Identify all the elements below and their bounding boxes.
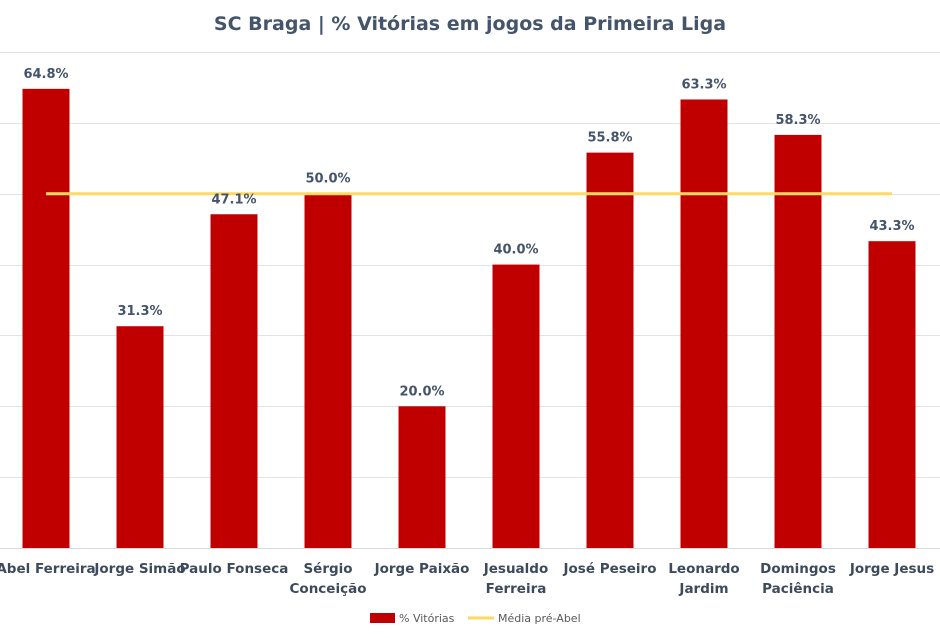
x-label-7-line-1: Jardim	[678, 581, 728, 597]
bar-1	[116, 326, 164, 548]
x-label-9: Jorge Jesus	[849, 561, 934, 577]
data-label-7: 63.3%	[681, 77, 726, 92]
x-label-4-line-0: Jorge Paixão	[374, 561, 470, 577]
bar-3	[304, 193, 352, 548]
bar-9	[868, 241, 916, 548]
x-label-0-line-0: Abel Ferreira	[0, 561, 96, 577]
chart-title: SC Braga | % Vitórias em jogos da Primei…	[214, 13, 726, 35]
x-label-8-line-0: Domingos	[760, 561, 836, 577]
x-label-6: José Peseiro	[563, 561, 657, 577]
data-label-8: 58.3%	[775, 113, 820, 128]
x-label-5-line-1: Ferreira	[486, 581, 547, 597]
x-label-0: Abel Ferreira	[0, 561, 96, 577]
bar-2	[210, 214, 258, 548]
data-label-3: 50.0%	[305, 172, 350, 187]
data-label-9: 43.3%	[869, 219, 914, 234]
data-label-2: 47.1%	[211, 192, 256, 207]
bar-8	[774, 134, 822, 548]
data-label-4: 20.0%	[399, 384, 444, 399]
bar-5	[492, 264, 540, 548]
bar-7	[680, 99, 728, 548]
x-label-1: Jorge Simão	[93, 561, 185, 577]
legend-bar-label: % Vitórias	[399, 612, 455, 625]
x-label-2-line-0: Paulo Fonseca	[180, 561, 289, 577]
legend-line-label: Média pré-Abel	[498, 612, 581, 625]
legend: % Vitórias Média pré-Abel	[370, 612, 581, 625]
data-label-5: 40.0%	[493, 243, 538, 258]
x-label-2: Paulo Fonseca	[180, 561, 289, 577]
data-label-1: 31.3%	[117, 304, 162, 319]
x-label-9-line-0: Jorge Jesus	[849, 561, 934, 577]
x-label-8: Domingos Paciência	[760, 561, 836, 597]
bar-0	[22, 88, 70, 549]
x-label-5: Jesualdo Ferreira	[483, 561, 549, 597]
x-label-5-line-0: Jesualdo	[483, 561, 549, 577]
x-label-6-line-0: José Peseiro	[563, 561, 657, 577]
bar-6	[586, 152, 634, 549]
data-label-0: 64.8%	[23, 67, 68, 82]
x-label-8-line-1: Paciência	[762, 581, 834, 597]
x-label-7: Leonardo Jardim	[668, 561, 739, 597]
x-label-3: Sérgio Conceição	[290, 561, 367, 597]
bars	[22, 88, 916, 549]
bar-4	[398, 406, 446, 548]
x-label-7-line-0: Leonardo	[668, 561, 739, 577]
x-label-3-line-1: Conceição	[290, 581, 367, 597]
x-label-4: Jorge Paixão	[374, 561, 470, 577]
legend-bar-swatch	[370, 613, 395, 623]
x-label-3-line-0: Sérgio	[303, 561, 352, 577]
data-label-6: 55.8%	[587, 131, 632, 146]
data-labels: 64.8% 31.3% 47.1% 50.0% 20.0% 40.0% 55.8% 63.3%…	[23, 67, 914, 399]
x-label-1-line-0: Jorge Simão	[93, 561, 185, 577]
